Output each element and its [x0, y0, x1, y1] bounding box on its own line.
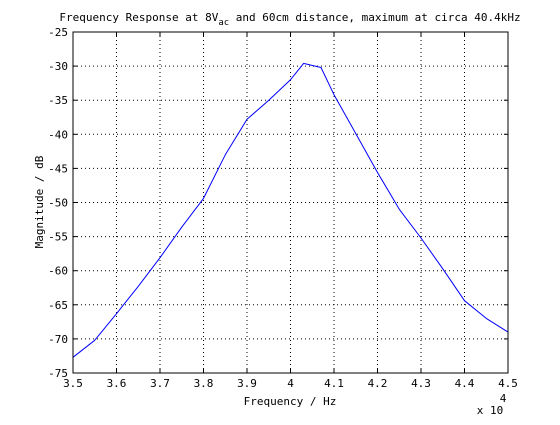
plot-background: [73, 32, 508, 373]
y-tick-label: -45: [48, 162, 68, 175]
x-axis-label: Frequency / Hz: [244, 395, 337, 408]
x-tick-label: 4.4: [455, 377, 475, 390]
y-tick-label: -35: [48, 94, 68, 107]
x-tick-label: 4.5: [498, 377, 518, 390]
x-tick-label: 4.3: [411, 377, 431, 390]
y-tick-label: -40: [48, 128, 68, 141]
y-tick-label: -60: [48, 265, 68, 278]
x-tick-label: 3.8: [194, 377, 214, 390]
grid: [73, 32, 508, 373]
x-tick-label: 3.6: [107, 377, 127, 390]
x-tick-label: 3.5: [63, 377, 83, 390]
y-axis-label: Magnitude / dB: [33, 155, 46, 248]
series-layer: [72, 62, 509, 358]
x-exponent-power: 4: [500, 392, 507, 405]
y-tick-label: -25: [48, 26, 68, 39]
chart-title-main: Frequency Response at 8V: [59, 11, 218, 24]
series-line: [72, 62, 509, 358]
y-tick-label: -70: [48, 333, 68, 346]
ticks: 3.5 3.6 3.7 3.8 3.9 4 4.1 4.2 4.3 4.4 4.5 -25 -30 -35…: [48, 26, 518, 390]
y-tick-label: -55: [48, 231, 68, 244]
x-tick-label: 3.9: [237, 377, 257, 390]
y-tick-label: -50: [48, 197, 68, 210]
x-tick-label: 3.7: [150, 377, 170, 390]
chart-title-rest: and 60cm distance, maximum at circa 40.4…: [229, 11, 520, 24]
x-exponent-base: x 10: [477, 404, 504, 417]
x-tick-label: 4.1: [324, 377, 344, 390]
y-tick-label: -30: [48, 60, 68, 73]
chart-title-subscript: ac: [218, 18, 229, 28]
y-tick-label: -65: [48, 299, 68, 312]
chart-title: Frequency Response at 8Vac and 60cm dist…: [59, 11, 520, 28]
y-tick-label: -75: [48, 367, 68, 380]
x-tick-label: 4: [287, 377, 294, 390]
x-tick-label: 4.2: [368, 377, 388, 390]
